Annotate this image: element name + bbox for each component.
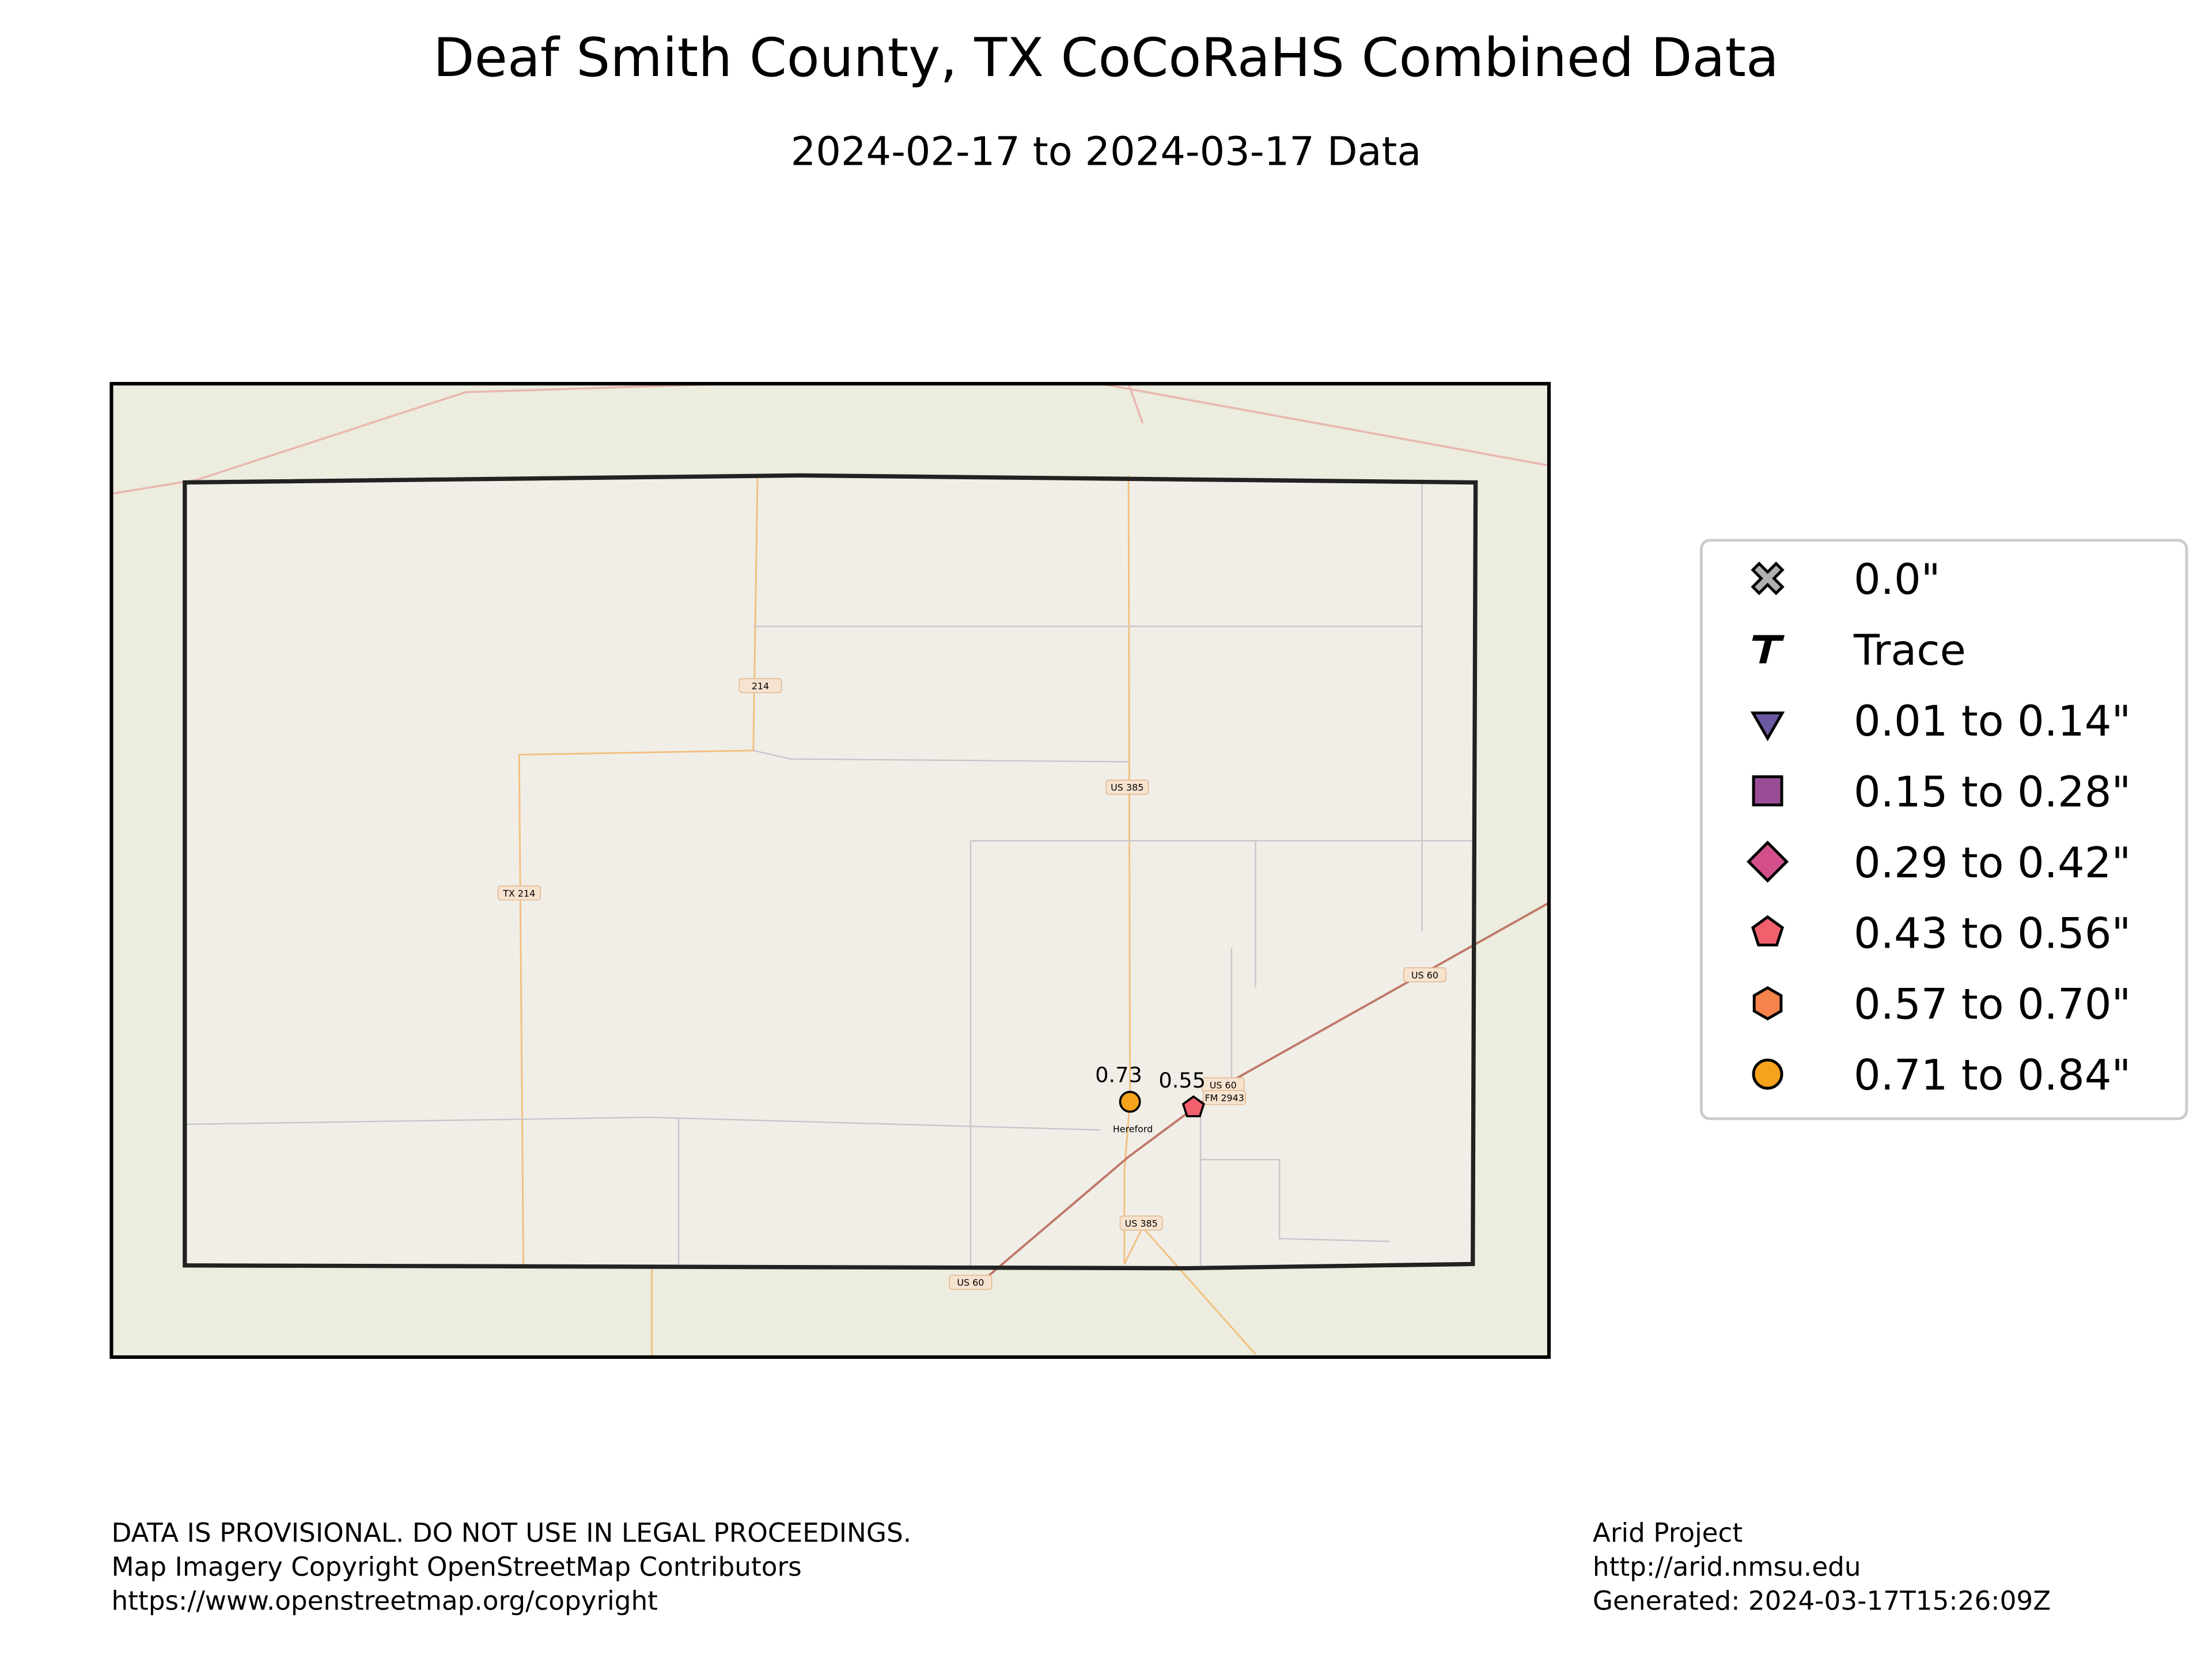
road-label: US 385 — [1111, 782, 1143, 793]
marker — [1752, 1058, 1783, 1090]
legend-box — [1700, 539, 2188, 1120]
us-60 — [987, 902, 1550, 1278]
road-label: US 385 — [1125, 1218, 1158, 1229]
county-fill — [184, 475, 1476, 1268]
road-label: TX 214 — [502, 888, 535, 899]
marker — [1751, 915, 1785, 947]
map-frame — [109, 382, 1551, 1359]
road-labels: 214 US 385 TX 214 US 60 US 60 FM 2943 Hereford… — [497, 678, 1446, 1290]
marker — [1119, 1090, 1141, 1113]
footer: DATA IS PROVISIONAL. DO NOT USE IN LEGAL… — [111, 1518, 2051, 1616]
legend-label: 0.57 to 0.70" — [1854, 980, 2131, 1029]
marker — [1752, 635, 1785, 664]
title: Deaf Smith County, TX CoCoRaHS Combined … — [433, 26, 1779, 89]
legend-label: 0.01 to 0.14" — [1854, 697, 2131, 746]
road-label: US 60 — [1210, 1080, 1237, 1090]
road-shield — [1203, 1090, 1247, 1105]
road-label: US 60 — [1411, 969, 1438, 980]
road-shield — [949, 1275, 993, 1290]
marker — [1752, 986, 1783, 1021]
marker — [1752, 775, 1783, 806]
footer-left: https://www.openstreetmap.org/copyright — [111, 1585, 657, 1616]
marker — [1747, 840, 1789, 883]
legend-label: Trace — [1853, 626, 1966, 675]
road-label: 214 — [752, 680, 769, 691]
subtitle: 2024-02-17 to 2024-03-17 Data — [791, 129, 1422, 175]
station-label: 0.73 — [1095, 1062, 1142, 1087]
road-label: FM 2943 — [1205, 1092, 1244, 1103]
legend-label: 0.43 to 0.56" — [1854, 910, 2131, 959]
local-roads — [184, 482, 1473, 1266]
legend-label: 0.71 to 0.84" — [1854, 1051, 2131, 1100]
marker — [1181, 1095, 1205, 1118]
marker — [1751, 561, 1785, 596]
road-shield — [738, 678, 782, 694]
footer-right: Arid Project — [1593, 1518, 1743, 1548]
road-shield — [1403, 967, 1446, 983]
county-boundary — [183, 473, 1478, 1271]
road-shield — [1119, 1215, 1163, 1231]
road-shield — [1105, 779, 1149, 795]
footer-left: DATA IS PROVISIONAL. DO NOT USE IN LEGAL… — [111, 1518, 911, 1548]
station-label: 0.55 — [1158, 1068, 1206, 1093]
legend-label: 0.15 to 0.28" — [1854, 768, 2131, 817]
road-label: US 60 — [957, 1277, 984, 1288]
marker — [1750, 711, 1785, 741]
road-shield — [497, 885, 541, 901]
stations: 0.73 0.55 — [1095, 1062, 1206, 1118]
road — [111, 382, 1550, 495]
legend-label: 0.29 to 0.42" — [1854, 839, 2131, 888]
footer-right: http://arid.nmsu.edu — [1593, 1552, 1861, 1582]
legend: 0.0" Trace 0.01 to 0.14" 0.15 to 0.28" 0.29 … — [1700, 539, 2188, 1120]
legend-label: 0.0" — [1854, 555, 1941, 604]
road-label: Hereford — [1113, 1123, 1153, 1134]
footer-right: Generated: 2024-03-17T15:26:09Z — [1593, 1585, 2051, 1616]
footer-left: Map Imagery Copyright OpenStreetMap Cont… — [111, 1552, 801, 1582]
map: 214 US 385 TX 214 US 60 US 60 FM 2943 Hereford… — [109, 382, 1551, 1359]
